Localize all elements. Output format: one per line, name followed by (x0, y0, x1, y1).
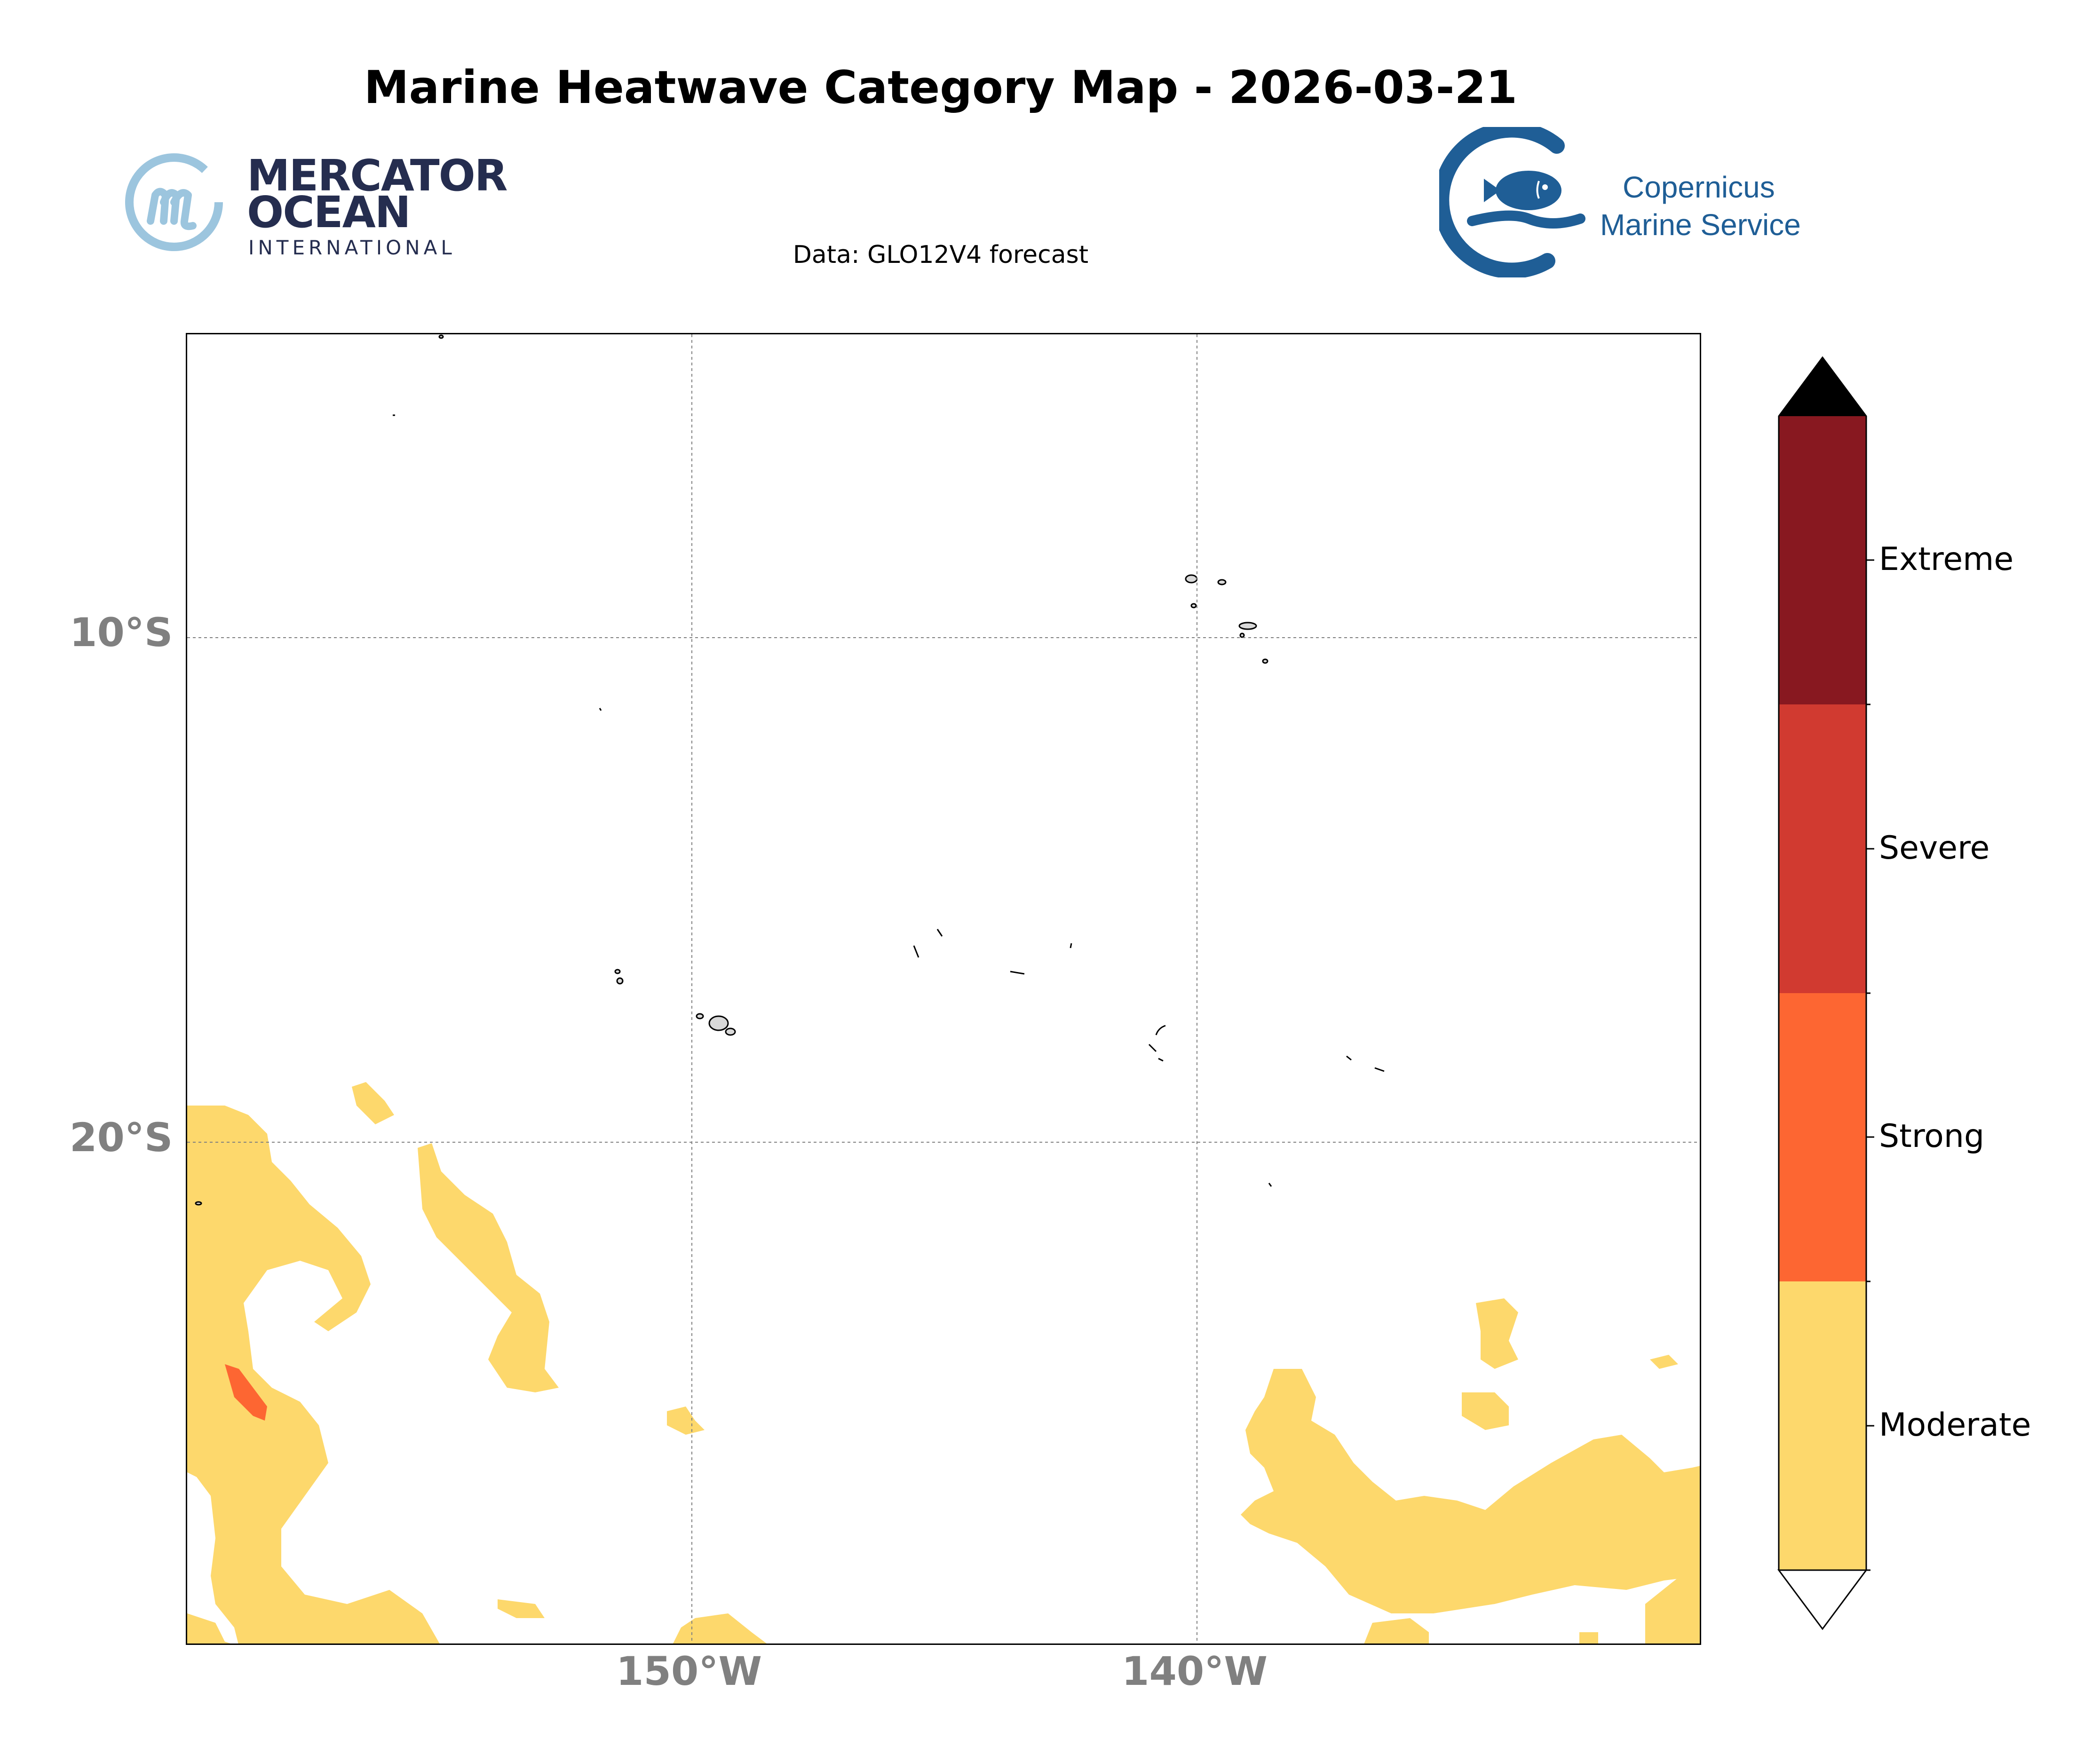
lon-label-150w: 150°W (616, 1648, 762, 1694)
mercator-line3: INTERNATIONAL (248, 236, 456, 259)
colorbar-label-severe: Severe (1879, 830, 1990, 867)
strong-area (225, 1364, 267, 1421)
atoll (1374, 1067, 1385, 1072)
island (614, 969, 621, 974)
colorbar-extreme (1779, 416, 1866, 704)
moderate-area (667, 1406, 705, 1435)
coastlines (195, 334, 1385, 1206)
moderate-area (352, 1082, 394, 1124)
moderate-area (1650, 1355, 1678, 1369)
atoll (1155, 1025, 1166, 1035)
colorbar-under-triangle (1777, 1569, 1868, 1630)
colorbar-label-extreme: Extreme (1879, 541, 2014, 578)
moderate-area (673, 1613, 767, 1643)
island (1190, 603, 1197, 608)
gridlines (187, 334, 1700, 1643)
island (1262, 658, 1268, 664)
lon-label-140w: 140°W (1122, 1648, 1268, 1694)
colorbar-over-triangle (1779, 357, 1866, 416)
atoll (1010, 971, 1025, 975)
island (1185, 574, 1198, 584)
colorbar-strong (1779, 993, 1866, 1281)
colorbar (1777, 356, 1874, 1630)
island (195, 1201, 202, 1206)
moderate-area (1364, 1618, 1429, 1643)
island (1217, 579, 1227, 585)
island (725, 1027, 736, 1036)
lat-label-20s: 20°S (70, 1114, 173, 1161)
mercator-line2: OCEAN (247, 187, 411, 237)
colorbar-label-moderate: Moderate (1879, 1406, 2031, 1444)
atoll (936, 929, 943, 937)
map-title: Marine Heatwave Category Map - 2026-03-2… (364, 61, 1518, 114)
data-source-caption: Data: GLO12V4 forecast (792, 241, 1089, 269)
moderate-area (418, 1143, 559, 1392)
moderate-area (1462, 1392, 1509, 1430)
copernicus-line2: Marine Service (1600, 208, 1801, 242)
island (696, 1013, 704, 1019)
atoll (599, 708, 602, 711)
island (1239, 632, 1245, 638)
moderate-area (1241, 1369, 1700, 1613)
colorbar-ticks (1866, 559, 1874, 1571)
atoll (1346, 1055, 1352, 1061)
mercator-m-icon (125, 153, 223, 251)
island (1238, 622, 1257, 630)
island (438, 334, 444, 339)
copernicus-fish-icon (1433, 121, 1585, 279)
atoll (1070, 943, 1072, 948)
mercator-line1: MERCATOR (247, 150, 508, 201)
island (708, 1015, 729, 1031)
copernicus-line1: Copernicus (1623, 170, 1775, 204)
heatwave-map (186, 333, 1701, 1645)
map-canvas (187, 334, 1700, 1643)
atoll (1268, 1183, 1272, 1187)
moderate-area (1476, 1298, 1518, 1369)
copernicus-marine-logo: Copernicus Marine Service (1433, 121, 1825, 279)
moderate-area (498, 1599, 545, 1618)
island (616, 977, 624, 985)
lat-label-10s: 10°S (70, 609, 173, 656)
strong-category-areas (225, 1364, 267, 1421)
moderate-area (187, 1106, 440, 1643)
colorbar-moderate (1779, 1281, 1866, 1570)
moderate-category-areas (187, 1082, 1700, 1643)
moderate-area (1579, 1632, 1598, 1643)
colorbar-severe (1779, 704, 1866, 993)
moderate-area (1645, 1563, 1700, 1643)
mercator-ocean-logo: MERCATOR OCEAN INTERNATIONAL (122, 150, 508, 263)
colorbar-label-strong: Strong (1879, 1118, 1985, 1155)
atoll (1158, 1058, 1164, 1062)
atoll (913, 945, 919, 958)
atoll (1148, 1043, 1157, 1052)
